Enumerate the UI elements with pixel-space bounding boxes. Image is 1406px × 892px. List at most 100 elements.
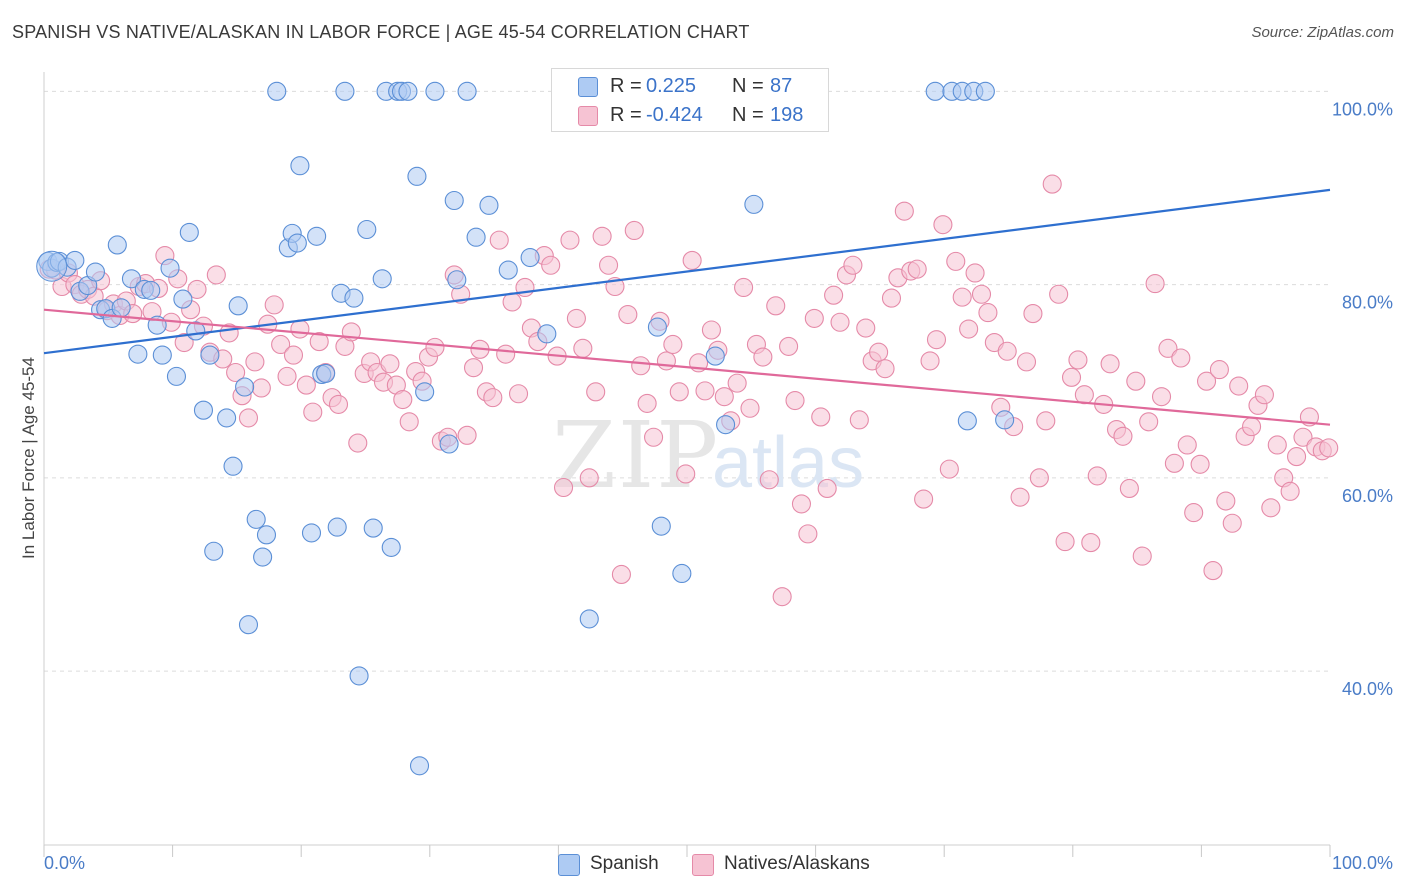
natives-point xyxy=(566,308,586,328)
spanish-point xyxy=(335,81,355,101)
natives-point xyxy=(1042,174,1062,194)
natives-point xyxy=(959,319,979,339)
natives-point xyxy=(1229,376,1249,396)
natives-point xyxy=(1293,427,1313,447)
x-tick-label-min: 0.0% xyxy=(44,853,85,873)
legend-label-spanish: Spanish xyxy=(590,853,659,874)
natives-point xyxy=(1267,435,1287,455)
natives-point xyxy=(599,255,619,275)
spanish-point xyxy=(457,81,477,101)
natives-point xyxy=(881,288,902,308)
natives-point xyxy=(1055,532,1075,552)
natives-point xyxy=(463,358,484,378)
natives-point xyxy=(676,464,696,484)
spanish-points xyxy=(36,81,1015,776)
spanish-point xyxy=(344,288,364,308)
x-axis-ticks xyxy=(43,845,1331,857)
natives-point xyxy=(251,378,271,398)
spanish-point xyxy=(381,537,401,557)
natives-point xyxy=(727,373,747,393)
chart-title: SPANISH VS NATIVE/ALASKAN IN LABOR FORCE… xyxy=(12,22,750,42)
natives-point xyxy=(875,359,895,379)
natives-point xyxy=(579,468,599,488)
natives-point xyxy=(907,259,927,279)
natives-point xyxy=(1177,435,1197,455)
natives-point xyxy=(843,255,863,275)
spanish-point xyxy=(316,363,336,384)
natives-point xyxy=(631,356,651,376)
spanish-point xyxy=(363,518,383,538)
natives-point xyxy=(798,524,818,544)
watermark-zip: ZIP xyxy=(552,402,720,509)
spanish-point xyxy=(307,226,327,246)
natives-point xyxy=(946,251,966,271)
spanish-point xyxy=(111,298,131,318)
spanish-point xyxy=(439,434,459,454)
natives-point xyxy=(1145,274,1165,294)
spanish-point xyxy=(995,410,1015,430)
y-tick-label: 80.0% xyxy=(1342,293,1393,313)
natives-point xyxy=(869,342,889,362)
legend-n-label: N = xyxy=(732,104,764,126)
natives-point xyxy=(740,398,760,418)
natives-point xyxy=(804,308,824,328)
spanish-point xyxy=(267,81,287,101)
spanish-point xyxy=(235,377,255,397)
spanish-swatch-icon xyxy=(558,854,580,876)
natives-point xyxy=(1023,304,1043,324)
spanish-point xyxy=(128,344,148,364)
natives-point xyxy=(894,201,914,221)
natives-point xyxy=(997,341,1017,361)
legend-r-label: R = xyxy=(610,75,642,97)
y-tick-label: 40.0% xyxy=(1342,679,1393,699)
spanish-point xyxy=(349,666,369,686)
natives-point xyxy=(1016,352,1037,372)
x-tick-label-max: 100.0% xyxy=(1332,853,1393,873)
y-axis-label: In Labor Force | Age 45-54 xyxy=(19,357,38,559)
natives-point xyxy=(1287,447,1307,467)
spanish-point xyxy=(253,547,273,567)
spanish-point xyxy=(409,756,430,776)
spanish-point xyxy=(301,523,322,543)
natives-point xyxy=(817,478,837,499)
spanish-point xyxy=(141,280,161,300)
natives-point xyxy=(1319,438,1339,458)
spanish-point xyxy=(537,324,557,344)
spanish-point xyxy=(579,609,599,629)
spanish-point xyxy=(85,262,105,282)
natives-point xyxy=(611,564,631,585)
spanish-point xyxy=(327,517,347,537)
spanish-point xyxy=(217,408,237,428)
natives-point xyxy=(952,287,972,307)
spanish-point xyxy=(651,516,671,536)
natives-point xyxy=(187,279,207,299)
legend-r-label: R = xyxy=(610,104,642,126)
natives-point xyxy=(560,230,580,250)
spanish-point xyxy=(925,81,945,101)
natives-point xyxy=(656,351,676,371)
legend-row-natives: R = -0.424 N = 198 xyxy=(552,100,828,130)
natives-point xyxy=(759,470,779,490)
natives-point xyxy=(849,410,869,430)
natives-point xyxy=(541,255,561,275)
natives-point xyxy=(766,296,786,316)
natives-point xyxy=(1171,348,1191,368)
natives-point xyxy=(933,215,953,235)
natives-point xyxy=(1151,387,1172,407)
spanish-point xyxy=(672,563,692,584)
spanish-point xyxy=(498,260,518,280)
natives-point xyxy=(399,412,419,432)
series-legend: Spanish Natives/Alaskans xyxy=(0,850,1406,880)
natives-point xyxy=(283,345,304,365)
natives-point xyxy=(1222,513,1242,533)
natives-point xyxy=(701,320,721,340)
spanish-point xyxy=(647,317,667,337)
natives-point xyxy=(296,375,316,395)
spanish-point xyxy=(744,194,764,214)
spanish-point xyxy=(152,345,172,365)
spanish-point xyxy=(415,382,435,402)
natives-point xyxy=(592,226,612,246)
natives-point xyxy=(1132,546,1152,566)
natives-point xyxy=(496,344,516,364)
